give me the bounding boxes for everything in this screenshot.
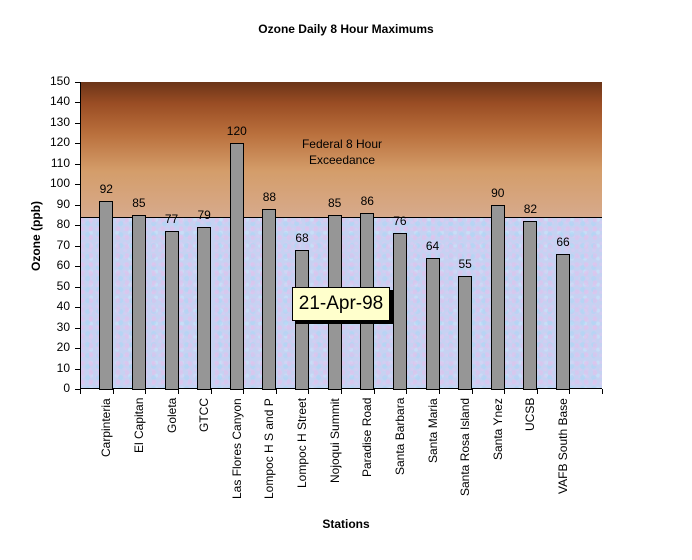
y-tick [75,184,80,186]
x-tick [145,389,147,394]
y-tick-label: 60 [56,258,70,273]
x-tick [504,389,506,394]
y-tick-label: 150 [49,74,70,88]
bar-value-label: 90 [491,185,505,200]
x-tick [569,389,571,394]
x-tick [80,389,81,394]
x-tick-label: Santa Barbara [392,397,407,475]
x-tick-label: Santa Rosa Island [458,397,473,496]
x-tick [471,389,473,394]
bar [392,233,407,390]
x-tick [341,389,342,394]
y-tick-label: 50 [56,278,70,293]
y-tick [75,163,80,165]
y-tick-label: 130 [49,114,70,129]
x-tick [536,389,538,394]
bar-value-label: 79 [197,208,211,223]
bar [523,221,538,390]
bar [262,208,277,390]
bar [99,200,114,390]
chart-title: Ozone Daily 8 Hour Maximums [258,22,434,36]
bar-value-label: 82 [523,202,538,217]
y-tick-label: 0 [63,381,70,395]
x-axis-label: Stations [322,517,370,531]
bar [197,227,212,390]
bar [229,143,244,390]
x-tick-label: Lompoc H Street [295,397,310,488]
x-tick [602,389,603,394]
y-tick-label: 140 [49,94,70,109]
bar-value-label: 76 [393,214,407,229]
x-tick [112,389,114,394]
x-tick-label: UCSB [523,397,538,431]
date-label-box: 21-Apr-98 [292,287,390,321]
y-tick [75,82,80,83]
annotation-line-2: Exceedance [308,153,376,167]
bar-value-label: 85 [132,196,146,211]
y-tick [75,122,80,124]
x-tick [243,389,245,394]
x-tick-label: El Capitan [131,397,146,453]
x-tick-label: Santa Ynez [490,398,505,460]
x-tick [373,389,375,394]
bar [425,258,440,390]
bar-value-label: 55 [458,257,472,272]
bar-value-label: 64 [425,239,440,253]
x-tick [438,389,440,394]
bar [458,276,473,390]
y-tick [75,327,80,329]
x-tick-label: VAFB South Base [556,398,571,494]
y-tick [75,286,80,288]
y-tick-label: 70 [56,237,70,252]
bar [164,231,179,390]
x-tick [308,389,310,394]
y-tick-label: 90 [56,196,70,211]
x-tick [177,389,179,394]
bar-value-label: 85 [328,196,342,211]
y-tick-label: 30 [56,319,70,334]
y-tick-label: 110 [50,155,70,170]
y-tick [75,225,80,227]
y-tick-label: 40 [56,299,70,314]
y-tick [75,204,80,206]
x-tick-label: Goleta [164,397,179,433]
y-tick-label: 120 [49,135,70,150]
x-tick [275,389,277,394]
y-tick [75,348,80,350]
exceedance-band [80,82,602,218]
bar-value-label: 86 [360,193,374,208]
x-tick [406,389,408,394]
y-tick-label: 80 [56,217,70,232]
bar-value-label: 88 [262,189,277,204]
x-tick-label: Santa Maria [425,398,440,463]
bar-value-label: 66 [556,234,570,249]
x-tick-label: Paradise Road [360,397,375,477]
annotation-line-1: Federal 8 Hour [301,137,383,151]
x-tick-label: Las Flores Canyon [229,398,244,499]
bar [556,253,571,390]
x-tick-label: Lompoc H S and P [262,398,277,499]
bar-value-label: 77 [164,212,179,227]
y-tick [75,266,80,268]
bar-value-label: 120 [226,124,247,139]
bar-value-label: 68 [295,230,309,245]
y-tick [75,389,80,390]
y-tick [75,102,80,104]
bar-value-label: 92 [99,181,113,196]
x-tick [210,389,212,394]
bar [490,204,505,390]
x-tick-label: GTCC [197,398,212,432]
y-tick [75,143,80,145]
y-tick [75,368,80,370]
y-tick-label: 20 [56,340,70,355]
y-tick [75,307,80,309]
y-tick [75,245,80,247]
x-tick-label: Nojoqui Summit [327,398,342,483]
exceedance-annotation: Federal 8 Hour Exceedance [290,136,394,168]
y-tick-label: 100 [49,176,70,191]
bar [131,215,146,390]
y-tick-label: 10 [56,360,70,375]
x-tick-label: Carpinteria [99,398,114,457]
